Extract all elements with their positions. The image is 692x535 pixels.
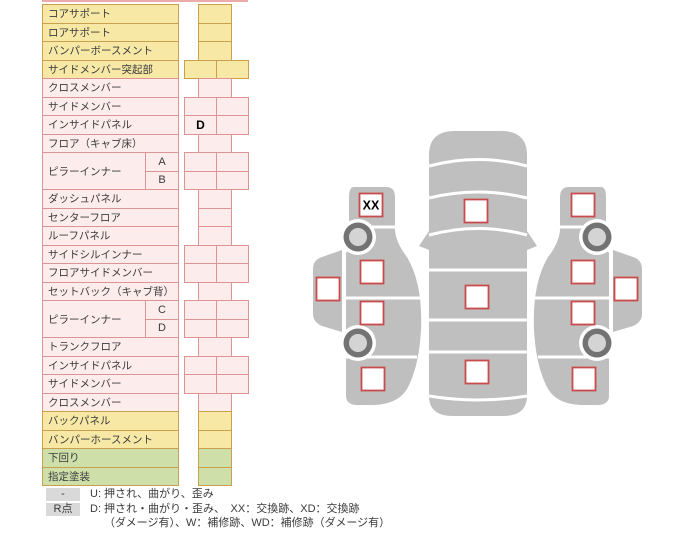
- legend-text-w-wd: （ダメージ有）、W：補修跡、WD：補修跡（ダメージ有）: [104, 516, 391, 529]
- damage-marker[interactable]: [613, 276, 639, 302]
- damage-marker[interactable]: [359, 300, 385, 326]
- part-row-label: バックパネル: [42, 411, 179, 431]
- legend-text-d-xx-xd: D: 押され・曲がり・歪み、 XX：交換跡、XD：交換跡: [90, 502, 360, 515]
- damage-cell[interactable]: [216, 115, 249, 135]
- damage-cell[interactable]: [216, 318, 249, 338]
- damage-cell[interactable]: [216, 170, 249, 190]
- legend-badge-minor: -: [46, 487, 80, 501]
- damage-marker[interactable]: [570, 300, 596, 326]
- part-row-label: サイドメンバー: [42, 374, 179, 394]
- legend-text-u: U: 押され、曲がり、歪み: [90, 487, 214, 500]
- damage-cell[interactable]: [216, 263, 249, 283]
- legend-badge-rpoint: R点: [46, 502, 80, 516]
- legend-line-u: - U: 押され、曲がり、歪み: [46, 487, 214, 501]
- damage-marker[interactable]: [360, 366, 386, 392]
- top-view-body: [429, 131, 527, 416]
- damage-marker[interactable]: [571, 366, 597, 392]
- damage-marker[interactable]: [359, 259, 385, 285]
- damage-marker[interactable]: [570, 192, 596, 218]
- part-row-label: フロアサイドメンバー: [42, 263, 179, 283]
- table-top-edge: [42, 0, 248, 2]
- damage-cell[interactable]: [198, 466, 232, 486]
- part-row-label: ロアサポート: [42, 22, 179, 42]
- legend-line-rpoint: R点 D: 押され・曲がり・歪み、 XX：交換跡、XD：交換跡: [46, 502, 360, 516]
- damage-marker[interactable]: [464, 359, 490, 385]
- damage-marker[interactable]: [570, 259, 596, 285]
- damage-cell[interactable]: [216, 59, 249, 79]
- damage-marker-label: XX: [363, 199, 380, 213]
- damage-marker[interactable]: [463, 198, 489, 224]
- part-row-label: クロスメンバー: [42, 392, 179, 412]
- damage-marker-xx[interactable]: XX: [358, 192, 384, 218]
- part-row-label: 下回り: [42, 448, 179, 468]
- part-row-label: インサイドパネル: [42, 355, 179, 375]
- right-mirror: [527, 231, 537, 250]
- part-row-label: サイドメンバー: [42, 96, 179, 116]
- left-mirror: [419, 231, 429, 250]
- part-row-label: トランクフロア: [42, 337, 179, 357]
- legend-line-continuation: （ダメージ有）、W：補修跡、WD：補修跡（ダメージ有）: [46, 516, 390, 530]
- part-row-label: サイドメンバー突起部: [42, 59, 179, 79]
- part-row-label: コアサポート: [42, 4, 179, 24]
- car-top-view: [419, 131, 537, 416]
- damage-marker-layer: XX: [315, 192, 639, 392]
- part-row-label: インサイドパネル: [42, 115, 179, 135]
- damage-marker[interactable]: [315, 276, 341, 302]
- damage-marker[interactable]: [464, 284, 490, 310]
- part-row-label: フロア（キャブ床）: [42, 133, 179, 153]
- part-row-label: 指定塗装: [42, 466, 179, 486]
- damage-cell[interactable]: [216, 374, 249, 394]
